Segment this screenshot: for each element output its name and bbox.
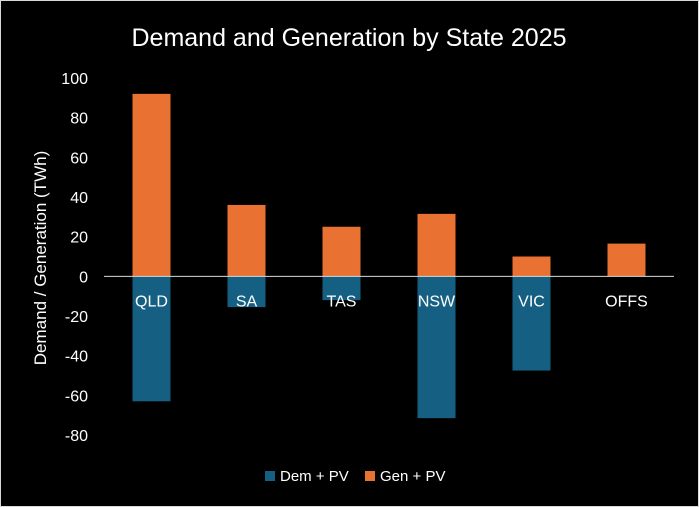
y-tick-label: -60 xyxy=(65,388,88,405)
bar-dem-pv-nsw xyxy=(417,276,456,419)
chart-title: Demand and Generation by State 2025 xyxy=(131,24,566,52)
bar-dem-pv-tas xyxy=(322,276,361,301)
category-label: NSW xyxy=(418,293,456,310)
category-label: VIC xyxy=(518,293,545,310)
bar-gen-pv-vic xyxy=(512,256,551,277)
y-tick-label: -40 xyxy=(65,349,88,366)
bar-gen-pv-offs xyxy=(607,243,646,277)
bar-gen-pv-tas xyxy=(322,226,361,277)
category-label: TAS xyxy=(327,293,357,310)
y-axis-label: Demand / Generation (TWh) xyxy=(31,151,50,365)
category-label: QLD xyxy=(135,293,168,310)
bar-dem-pv-sa xyxy=(227,276,266,308)
legend-swatch xyxy=(365,471,375,481)
y-tick-label: 20 xyxy=(70,230,88,247)
category-label: OFFS xyxy=(605,293,648,310)
bars-group xyxy=(132,93,646,419)
legend-swatch xyxy=(265,471,275,481)
bar-gen-pv-qld xyxy=(132,93,171,277)
y-tick-label: 40 xyxy=(70,190,88,207)
bar-gen-pv-sa xyxy=(227,204,266,277)
y-tick-label: -80 xyxy=(65,428,88,445)
legend: Dem + PV Gen + PV xyxy=(265,468,445,485)
y-tick-label: -20 xyxy=(65,309,88,326)
bar-dem-pv-vic xyxy=(512,276,551,371)
y-axis-ticks: 100 80 60 40 20 0 -20 -40 -60 -80 xyxy=(61,71,88,445)
category-labels: QLD SA TAS NSW VIC OFFS xyxy=(135,293,648,310)
y-tick-label: 0 xyxy=(79,269,88,286)
y-tick-label: 80 xyxy=(70,111,88,128)
y-tick-label: 100 xyxy=(61,71,88,88)
bar-dem-pv-qld xyxy=(132,276,171,402)
category-label: SA xyxy=(236,293,258,310)
legend-label: Gen + PV xyxy=(380,468,445,485)
bar-gen-pv-nsw xyxy=(417,213,456,277)
y-tick-label: 60 xyxy=(70,150,88,167)
legend-label: Dem + PV xyxy=(280,468,349,485)
